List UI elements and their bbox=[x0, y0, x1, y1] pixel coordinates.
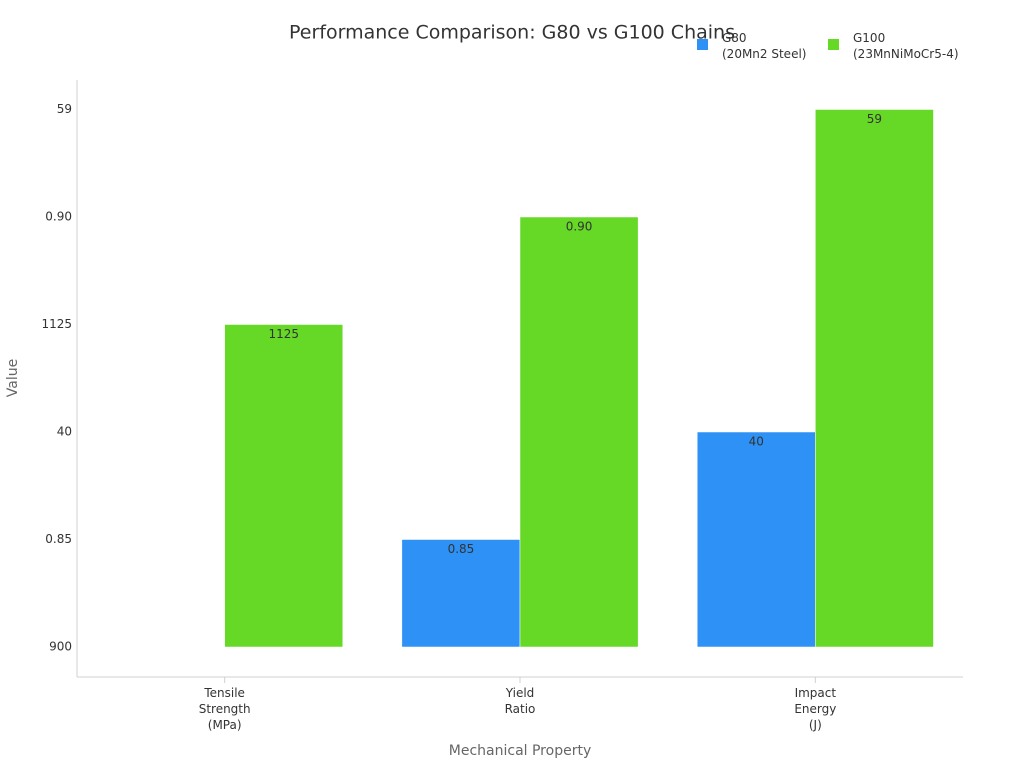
x-tick-label: Yield Ratio bbox=[505, 686, 536, 716]
bar bbox=[815, 109, 934, 648]
legend-label: G100 (23MnNiMoCr5-4) bbox=[853, 31, 959, 61]
value-label: 1125 bbox=[268, 327, 299, 341]
value-label: 59 bbox=[867, 112, 882, 126]
x-tick-label: Impact Energy (J) bbox=[794, 686, 836, 732]
legend-label: G80 (20Mn2 Steel) bbox=[722, 31, 806, 61]
y-axis-title: Value bbox=[5, 359, 21, 397]
chart-title: Performance Comparison: G80 vs G100 Chai… bbox=[289, 22, 735, 44]
y-tick-label: 40 bbox=[57, 425, 72, 439]
y-tick-label: 0.85 bbox=[45, 532, 72, 546]
value-label: 40 bbox=[749, 435, 764, 449]
value-label: 0.85 bbox=[448, 542, 475, 556]
y-tick-label: 0.90 bbox=[45, 210, 72, 224]
value-label: 0.90 bbox=[566, 220, 593, 234]
bar bbox=[696, 431, 816, 648]
legend-swatch bbox=[697, 39, 708, 50]
x-tick-label: Tensile Strength (MPa) bbox=[199, 686, 251, 732]
x-axis-title: Mechanical Property bbox=[449, 743, 591, 759]
y-tick-label: 900 bbox=[49, 640, 72, 654]
bar bbox=[224, 324, 344, 648]
legend-swatch bbox=[828, 39, 839, 50]
bar bbox=[401, 539, 521, 648]
bar bbox=[519, 216, 639, 648]
y-tick-label: 59 bbox=[57, 102, 72, 116]
y-tick-label: 1125 bbox=[41, 317, 72, 331]
